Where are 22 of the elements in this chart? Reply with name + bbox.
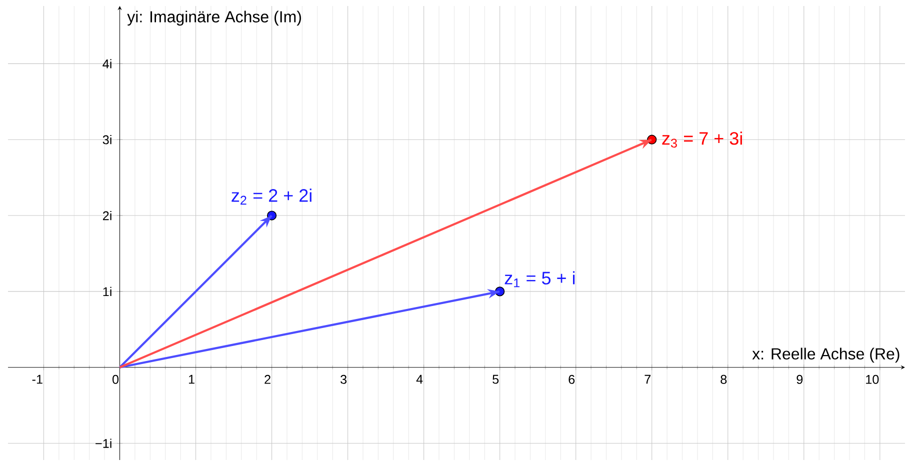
x-tick-label: 3 [340,374,347,384]
y-tick-label: 1i [103,286,112,296]
x-tick-label: 7 [644,374,651,384]
x-tick-label: 9 [796,374,803,384]
x-tick-label: 2 [264,374,270,384]
y-tick-label: 3i [102,134,112,144]
x-tick-label: -1 [32,374,42,384]
x-tick-label: 6 [568,374,575,384]
y-tick-label: 4i [102,59,112,68]
x-tick-label: 0 [112,374,119,384]
x-tick-label: 8 [720,374,727,384]
y-tick-label: 2i [102,210,112,220]
series-label: z$_{2}$ = 2 + 2i [232,188,312,205]
x-tick-label: 1 [188,374,194,384]
x-tick-label: 5 [492,374,499,384]
series-label: z$_{1}$ = 5 + i [504,271,575,288]
series-label: z$_{3}$ = 7 + 3i [662,132,742,148]
x-tick-label: 10 [866,374,879,384]
x-axis-title: x: Reelle Achse (Re) [752,348,900,363]
x-tick-label: 4 [416,374,423,384]
y-tick-label: −1i [96,438,112,448]
y-axis-title: yi: Imaginäre Achse (Im) [127,10,301,26]
